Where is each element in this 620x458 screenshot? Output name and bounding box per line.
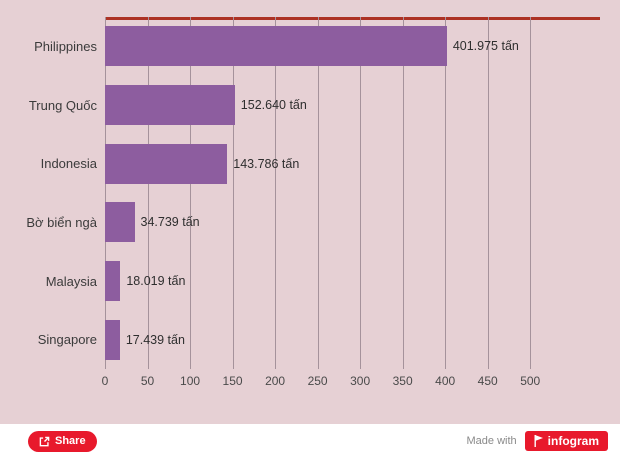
infogram-logo[interactable]: infogram xyxy=(524,431,608,451)
share-button[interactable]: Share xyxy=(28,430,97,452)
plot-column: 401.975 tấn 152.640 tấn 143.786 tấn 34.739 … xyxy=(105,17,600,369)
x-axis-ticks: 0 50 100 150 200 250 300 350 400 450 500 xyxy=(101,369,541,391)
gridline xyxy=(147,17,149,369)
top-axis-line xyxy=(105,17,600,20)
x-tick-label: 50 xyxy=(140,374,155,388)
x-tick-label: 200 xyxy=(265,374,286,388)
share-icon xyxy=(39,436,50,447)
category-label: Malaysia xyxy=(45,273,97,289)
x-axis: 0 50 100 150 200 250 300 350 400 450 500 xyxy=(101,369,600,391)
bar-value-label: 18.019 tấn xyxy=(126,274,186,289)
x-tick-label: 350 xyxy=(392,374,413,388)
x-tick-label: 400 xyxy=(435,374,456,388)
bar[interactable] xyxy=(105,202,135,243)
category-label: Trung Quốc xyxy=(28,97,97,113)
share-button-label: Share xyxy=(55,435,86,447)
flag-icon xyxy=(534,435,543,447)
gridline xyxy=(275,17,277,369)
y-axis-labels: Philippines Trung Quốc Indonesia Bờ biển ng… xyxy=(0,17,105,369)
gridline xyxy=(487,17,489,369)
bar-chart: Philippines Trung Quốc Indonesia Bờ biển ng… xyxy=(0,17,620,369)
gridline xyxy=(445,17,447,369)
bar-row: 17.439 tấn xyxy=(105,310,530,369)
made-with: Made with infogram xyxy=(467,431,608,451)
bar[interactable] xyxy=(105,26,447,67)
bar-value-label: 401.975 tấn xyxy=(452,39,519,54)
bar-value-label: 143.786 tấn xyxy=(233,156,300,171)
bar-row: 143.786 tấn xyxy=(105,134,530,193)
bar-value-label: 17.439 tấn xyxy=(125,332,185,347)
gridline xyxy=(190,17,192,369)
x-tick-label: 100 xyxy=(180,374,201,388)
bar-row: 401.975 tấn xyxy=(105,17,530,76)
x-tick-label: 250 xyxy=(307,374,328,388)
category-label: Bờ biển ngà xyxy=(26,214,97,230)
bar[interactable] xyxy=(105,319,120,360)
gridline xyxy=(402,17,404,369)
made-with-label: Made with xyxy=(466,435,517,447)
bar[interactable] xyxy=(105,143,228,184)
gridline xyxy=(317,17,319,369)
x-tick-label: 450 xyxy=(477,374,498,388)
x-tick-label: 0 xyxy=(101,374,109,388)
bar-row: 34.739 tấn xyxy=(105,193,530,252)
bar-value-label: 34.739 tấn xyxy=(140,215,200,230)
bar[interactable] xyxy=(105,85,235,125)
category-label: Philippines xyxy=(34,38,97,54)
gridline xyxy=(360,17,362,369)
footer-bar: Share Made with infogram xyxy=(0,424,620,458)
gridline xyxy=(232,17,234,369)
category-label: Singapore xyxy=(37,332,97,348)
bar-row: 18.019 tấn xyxy=(105,252,530,311)
plot-area: 401.975 tấn 152.640 tấn 143.786 tấn 34.739 … xyxy=(105,17,532,369)
x-tick-label: 500 xyxy=(520,374,541,388)
bar-value-label: 152.640 tấn xyxy=(240,98,307,112)
x-tick-label: 150 xyxy=(222,374,243,388)
x-tick-label: 300 xyxy=(350,374,371,388)
gridline xyxy=(530,17,532,369)
bar-row: 152.640 tấn xyxy=(105,76,530,135)
category-label: Indonesia xyxy=(40,156,97,172)
bar[interactable] xyxy=(105,261,121,302)
gridline xyxy=(105,17,106,369)
infogram-logo-text: infogram xyxy=(547,434,599,448)
